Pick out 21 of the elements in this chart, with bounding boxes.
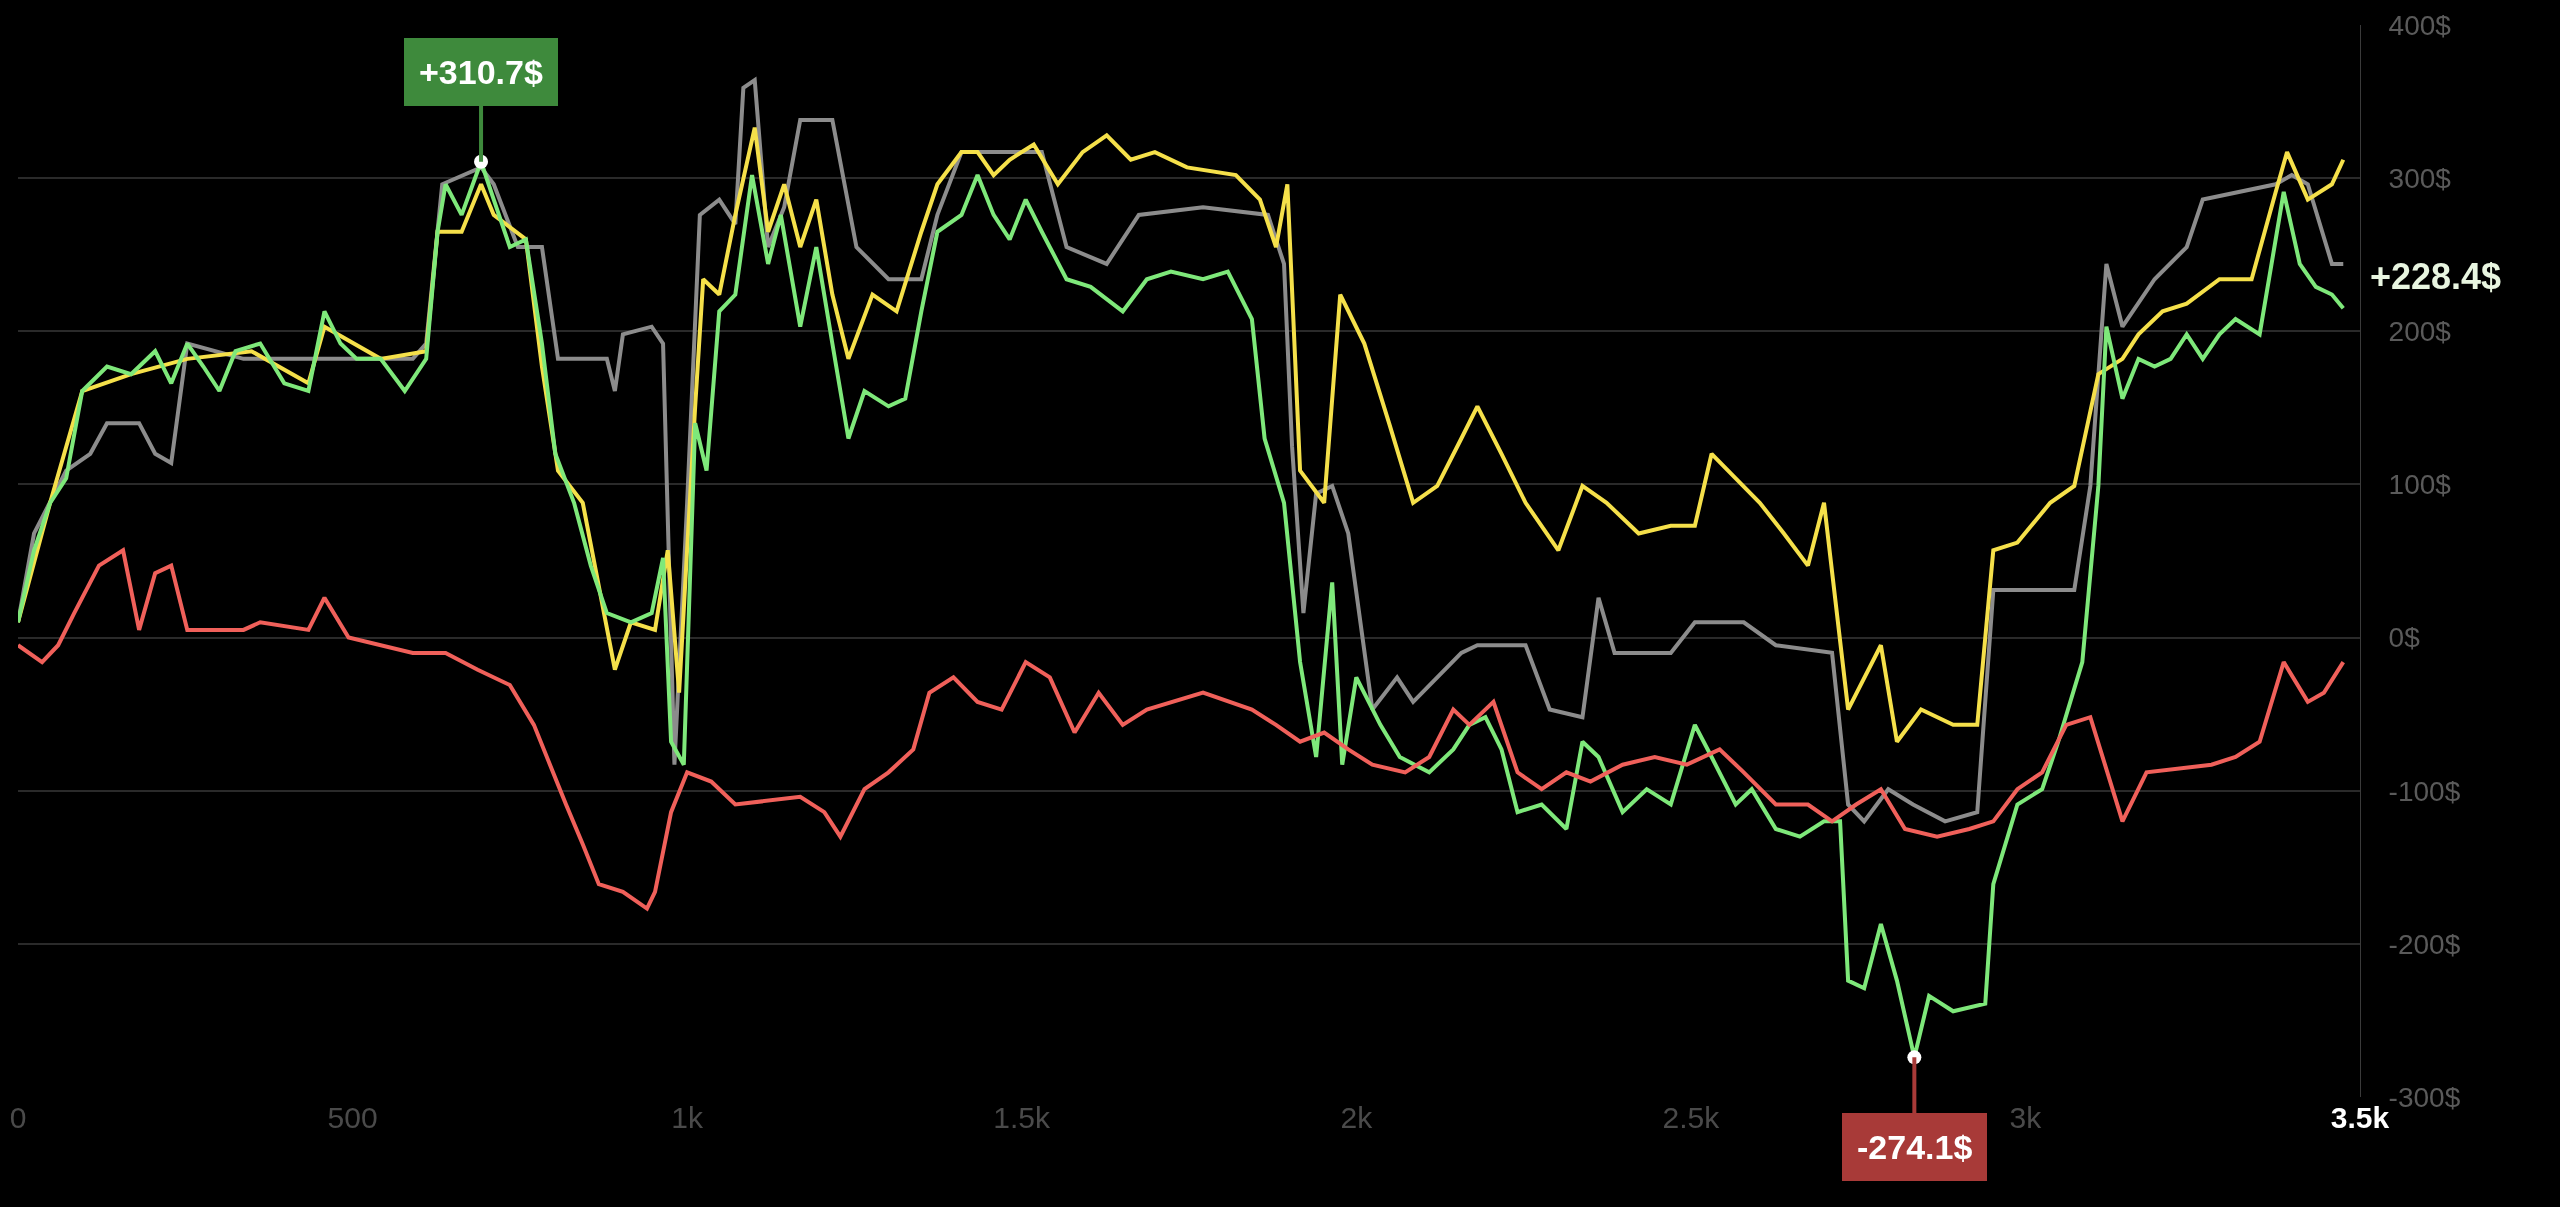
- x-tick-label: 1.5k: [993, 1101, 1052, 1134]
- x-tick-label: 3k: [2009, 1101, 2043, 1134]
- annotation: +310.7$: [419, 53, 543, 91]
- y-tick-label: -300$: [2388, 1081, 2461, 1113]
- x-tick-label: 2.5k: [1662, 1101, 1721, 1134]
- x-tick-label: 0: [9, 1101, 27, 1134]
- text: +228.4$: [2370, 256, 2502, 297]
- x-tick-label: 2k: [1340, 1101, 1374, 1134]
- y-tick-label: 100$: [2388, 469, 2452, 501]
- line-series: [18, 548, 2346, 911]
- annotation: -274.1$: [1857, 1128, 1973, 1166]
- y-tick-label: 300$: [2388, 162, 2452, 194]
- y-tick-label: -100$: [2388, 775, 2461, 807]
- y-tick-label: 200$: [2388, 316, 2452, 348]
- x-tick-label: 1k: [671, 1101, 704, 1134]
- y-tick-label: 400$: [2388, 9, 2452, 41]
- y-tick-label: 0$: [2388, 622, 2421, 654]
- y-tick-label: -200$: [2388, 928, 2461, 960]
- x-tick-label: 3.5k: [2330, 1101, 2390, 1134]
- x-tick-label: 500: [327, 1101, 378, 1134]
- line-series: [18, 125, 2346, 744]
